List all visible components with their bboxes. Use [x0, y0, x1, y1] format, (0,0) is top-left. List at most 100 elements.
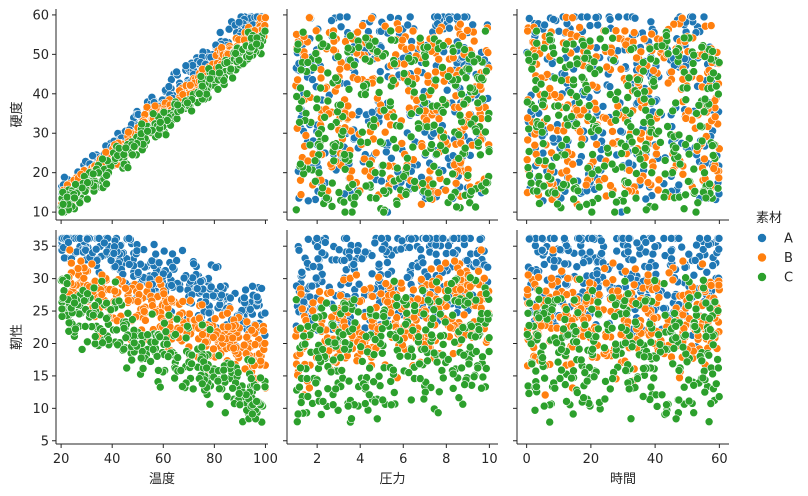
scatter-point-b [392, 313, 402, 322]
scatter-point-c [708, 141, 717, 150]
scatter-point-c [337, 366, 347, 375]
scatter-point-c [423, 356, 432, 366]
scatter-point-a [650, 242, 660, 251]
points-group [56, 12, 724, 427]
scatter-point-c [347, 414, 356, 424]
scatter-point-a [662, 290, 672, 300]
scatter-point-c [476, 150, 485, 160]
scatter-point-c [356, 137, 366, 147]
scatter-point-c [372, 47, 382, 56]
scatter-point-b [335, 64, 345, 74]
scatter-point-c [247, 374, 256, 383]
scatter-point-b [426, 264, 436, 274]
scatter-point-c [231, 49, 240, 58]
scatter-point-c [256, 373, 265, 383]
scatter-point-c [663, 122, 672, 131]
scatter-point-c [296, 323, 305, 333]
scatter-point-c [609, 56, 618, 65]
scatter-point-a [699, 12, 709, 22]
scatter-point-c [700, 52, 710, 61]
scatter-point-c [188, 384, 198, 394]
scatter-point-c [349, 295, 359, 305]
scatter-point-c [138, 364, 148, 373]
scatter-point-a [688, 12, 697, 22]
scatter-point-c [587, 169, 597, 179]
scatter-point-c [401, 319, 411, 329]
scatter-point-c [58, 293, 68, 302]
scatter-point-c [136, 353, 146, 363]
scatter-point-c [610, 207, 620, 217]
scatter-point-b [409, 285, 418, 295]
scatter-point-b [186, 296, 195, 306]
scatter-point-c [137, 119, 146, 129]
scatter-point-b [133, 297, 143, 306]
scatter-point-a [234, 17, 244, 27]
scatter-point-c [621, 142, 630, 151]
scatter-point-a [312, 234, 322, 243]
scatter-point-b [417, 200, 426, 209]
scatter-point-b [463, 26, 472, 35]
scatter-point-c [454, 393, 464, 403]
scatter-point-b [714, 173, 724, 183]
scatter-point-c [128, 150, 137, 160]
scatter-point-a [60, 253, 69, 263]
scatter-point-c [364, 390, 374, 400]
scatter-point-a [689, 270, 699, 280]
scatter-point-c [674, 130, 684, 140]
scatter-point-c [415, 33, 425, 43]
scatter-point-a [206, 282, 216, 292]
scatter-point-c [322, 193, 331, 203]
scatter-point-c [127, 355, 136, 365]
scatter-point-c [457, 89, 466, 99]
scatter-point-a [560, 234, 569, 243]
scatter-point-c [361, 382, 371, 392]
scatter-point-b [434, 54, 444, 64]
scatter-point-c [538, 100, 547, 110]
scatter-point-c [638, 58, 648, 67]
scatter-point-a [164, 82, 174, 91]
scatter-point-c [688, 59, 698, 68]
scatter-point-c [359, 81, 368, 91]
scatter-point-c [467, 322, 476, 331]
scatter-point-a [475, 235, 485, 244]
scatter-point-c [318, 397, 328, 406]
scatter-point-a [641, 194, 651, 204]
scatter-point-c [473, 98, 483, 108]
scatter-point-c [404, 53, 414, 63]
scatter-point-a [623, 247, 633, 257]
scatter-point-c [467, 187, 476, 196]
scatter-point-a [548, 134, 558, 143]
scatter-point-c [392, 200, 402, 209]
scatter-point-c [122, 363, 131, 373]
scatter-point-c [389, 135, 398, 144]
scatter-point-c [88, 310, 98, 320]
scatter-point-b [523, 113, 532, 123]
scatter-point-c [323, 384, 333, 394]
scatter-point-c [584, 101, 594, 110]
scatter-point-c [600, 43, 610, 52]
scatter-point-c [477, 73, 486, 83]
scatter-point-c [395, 351, 405, 361]
scatter-point-b [380, 127, 390, 137]
scatter-point-a [402, 273, 412, 282]
scatter-point-c [436, 331, 445, 341]
scatter-point-c [448, 369, 458, 379]
scatter-point-a [151, 249, 160, 259]
scatter-point-c [432, 277, 441, 287]
scatter-point-a [632, 238, 642, 248]
scatter-point-a [648, 249, 658, 259]
scatter-point-b [629, 280, 639, 290]
scatter-point-a [342, 12, 352, 22]
scatter-point-c [569, 194, 578, 204]
scatter-point-a [614, 12, 623, 22]
scatter-point-c [312, 94, 322, 104]
scatter-point-c [313, 389, 323, 398]
scatter-point-c [389, 59, 399, 69]
scatter-point-b [352, 270, 361, 280]
scatter-point-a [667, 254, 676, 264]
scatter-point-c [389, 112, 399, 122]
scatter-point-b [606, 181, 615, 190]
scatter-point-c [448, 169, 458, 179]
scatter-point-b [706, 21, 716, 30]
scatter-point-c [423, 295, 433, 305]
